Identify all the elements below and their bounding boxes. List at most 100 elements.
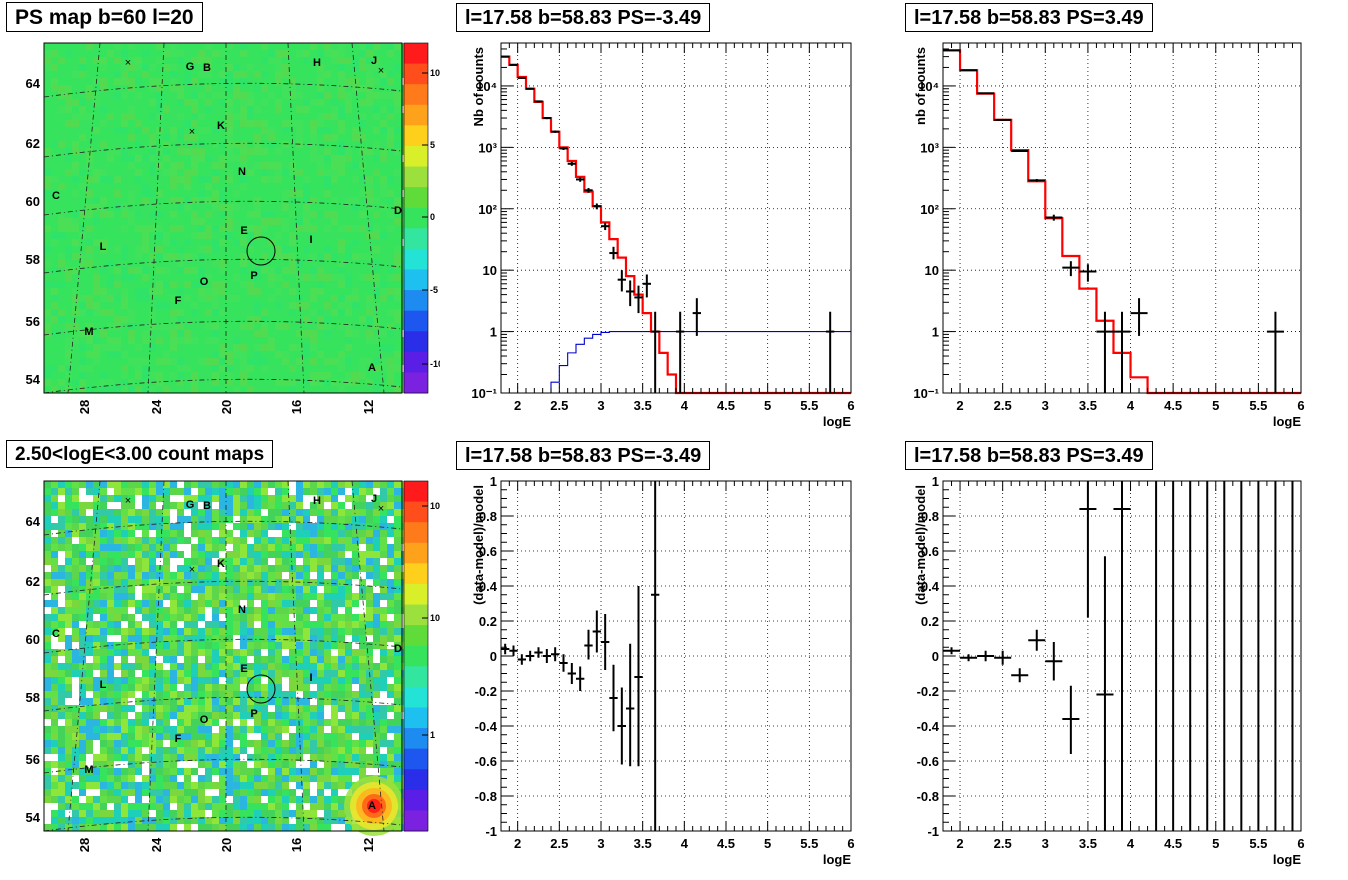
map-pixel — [219, 635, 226, 642]
map-pixel — [226, 85, 233, 92]
map-pixel — [317, 586, 324, 593]
map-pixel — [205, 302, 212, 309]
map-pixel — [128, 92, 135, 99]
map-pixel — [380, 621, 387, 628]
map-pixel — [331, 488, 338, 495]
map-pixel — [128, 323, 135, 330]
map-pixel — [128, 516, 135, 523]
map-pixel — [107, 267, 114, 274]
map-pixel — [282, 302, 289, 309]
map-pixel — [268, 316, 275, 323]
map-pixel — [373, 183, 380, 190]
map-pixel — [156, 719, 163, 726]
map-pixel — [128, 775, 135, 782]
map-pixel — [93, 649, 100, 656]
map-pixel — [163, 733, 170, 740]
map-pixel — [198, 544, 205, 551]
map-pixel — [93, 113, 100, 120]
map-pixel — [142, 113, 149, 120]
map-pixel — [275, 267, 282, 274]
map-pixel — [219, 782, 226, 789]
map-pixel — [191, 796, 198, 803]
map-pixel — [177, 169, 184, 176]
map-pixel — [121, 288, 128, 295]
map-pixel — [261, 64, 268, 71]
map-pixel — [72, 323, 79, 330]
map-pixel — [170, 225, 177, 232]
map-pixel — [128, 565, 135, 572]
map-pixel — [177, 141, 184, 148]
map-pixel — [373, 754, 380, 761]
x-tick-label: 2.5 — [550, 398, 568, 413]
map-pixel — [191, 628, 198, 635]
map-pixel — [226, 316, 233, 323]
map-pixel — [205, 726, 212, 733]
map-pixel — [282, 530, 289, 537]
map-pixel — [156, 565, 163, 572]
map-pixel — [128, 803, 135, 810]
map-pixel — [317, 719, 324, 726]
map-pixel — [338, 358, 345, 365]
map-pixel — [254, 239, 261, 246]
map-pixel — [100, 85, 107, 92]
map-pixel — [205, 621, 212, 628]
map-pixel — [135, 754, 142, 761]
map-pixel — [149, 558, 156, 565]
map-pixel — [128, 197, 135, 204]
map-pixel — [212, 614, 219, 621]
map-pixel — [121, 358, 128, 365]
map-pixel — [352, 197, 359, 204]
map-pixel — [366, 747, 373, 754]
map-pixel — [387, 316, 394, 323]
map-pixel — [247, 365, 254, 372]
map-pixel — [289, 267, 296, 274]
map-pixel — [387, 267, 394, 274]
map-pixel — [282, 551, 289, 558]
map-pixel — [345, 481, 352, 488]
map-pixel — [65, 57, 72, 64]
map-pixel — [44, 190, 51, 197]
map-pixel — [338, 190, 345, 197]
map-pixel — [324, 50, 331, 57]
map-pixel — [226, 768, 233, 775]
map-pixel — [247, 281, 254, 288]
map-pixel — [191, 239, 198, 246]
map-pixel — [387, 635, 394, 642]
map-pixel — [261, 747, 268, 754]
map-pixel — [121, 344, 128, 351]
map-pixel — [100, 663, 107, 670]
map-pixel — [282, 190, 289, 197]
map-pixel — [163, 71, 170, 78]
map-pixel — [338, 43, 345, 50]
map-pixel — [324, 71, 331, 78]
map-pixel — [163, 705, 170, 712]
map-pixel — [65, 754, 72, 761]
map-pixel — [44, 579, 51, 586]
color-scale-label: -5 — [430, 285, 438, 295]
map-pixel — [226, 600, 233, 607]
map-pixel — [345, 309, 352, 316]
map-pixel — [177, 796, 184, 803]
map-pixel — [345, 649, 352, 656]
map-pixel — [205, 537, 212, 544]
map-pixel — [177, 523, 184, 530]
map-pixel — [373, 705, 380, 712]
map-pixel — [345, 635, 352, 642]
map-pixel — [149, 239, 156, 246]
map-pixel — [373, 141, 380, 148]
map-pixel — [310, 302, 317, 309]
map-pixel — [93, 719, 100, 726]
map-pixel — [163, 169, 170, 176]
map-pixel — [387, 754, 394, 761]
map-pixel — [247, 302, 254, 309]
map-pixel — [268, 288, 275, 295]
map-pixel — [121, 628, 128, 635]
map-pixel — [219, 141, 226, 148]
map-pixel — [177, 134, 184, 141]
map-pixel — [310, 726, 317, 733]
map-pixel — [93, 176, 100, 183]
map-pixel — [254, 509, 261, 516]
map-pixel — [380, 309, 387, 316]
map-pixel — [338, 50, 345, 57]
map-pixel — [156, 614, 163, 621]
